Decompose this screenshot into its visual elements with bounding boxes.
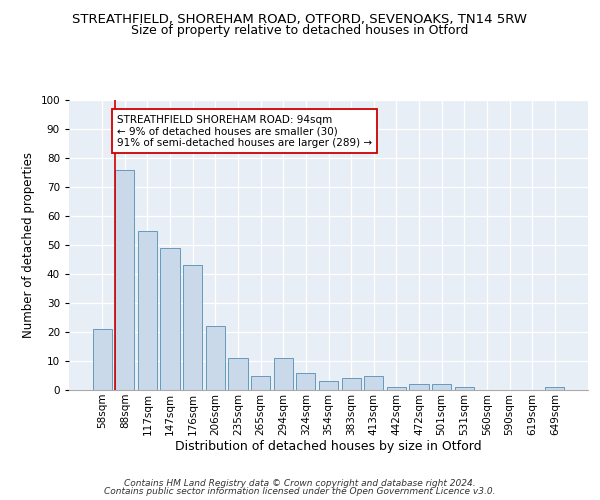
Bar bbox=[183, 266, 202, 390]
Text: Contains public sector information licensed under the Open Government Licence v3: Contains public sector information licen… bbox=[104, 487, 496, 496]
Bar bbox=[115, 170, 134, 390]
Text: STREATHFIELD, SHOREHAM ROAD, OTFORD, SEVENOAKS, TN14 5RW: STREATHFIELD, SHOREHAM ROAD, OTFORD, SEV… bbox=[73, 12, 527, 26]
Bar bbox=[296, 372, 316, 390]
Bar bbox=[160, 248, 180, 390]
Bar bbox=[341, 378, 361, 390]
Bar bbox=[206, 326, 225, 390]
Bar bbox=[409, 384, 428, 390]
Bar bbox=[229, 358, 248, 390]
Y-axis label: Number of detached properties: Number of detached properties bbox=[22, 152, 35, 338]
Text: STREATHFIELD SHOREHAM ROAD: 94sqm
← 9% of detached houses are smaller (30)
91% o: STREATHFIELD SHOREHAM ROAD: 94sqm ← 9% o… bbox=[117, 114, 372, 148]
Text: Size of property relative to detached houses in Otford: Size of property relative to detached ho… bbox=[131, 24, 469, 37]
Text: Contains HM Land Registry data © Crown copyright and database right 2024.: Contains HM Land Registry data © Crown c… bbox=[124, 478, 476, 488]
Bar bbox=[274, 358, 293, 390]
Bar bbox=[92, 329, 112, 390]
Bar bbox=[138, 230, 157, 390]
Bar bbox=[319, 382, 338, 390]
Bar bbox=[432, 384, 451, 390]
Bar bbox=[251, 376, 270, 390]
Bar bbox=[387, 387, 406, 390]
Bar bbox=[545, 387, 565, 390]
X-axis label: Distribution of detached houses by size in Otford: Distribution of detached houses by size … bbox=[175, 440, 482, 454]
Bar bbox=[455, 387, 474, 390]
Bar bbox=[364, 376, 383, 390]
